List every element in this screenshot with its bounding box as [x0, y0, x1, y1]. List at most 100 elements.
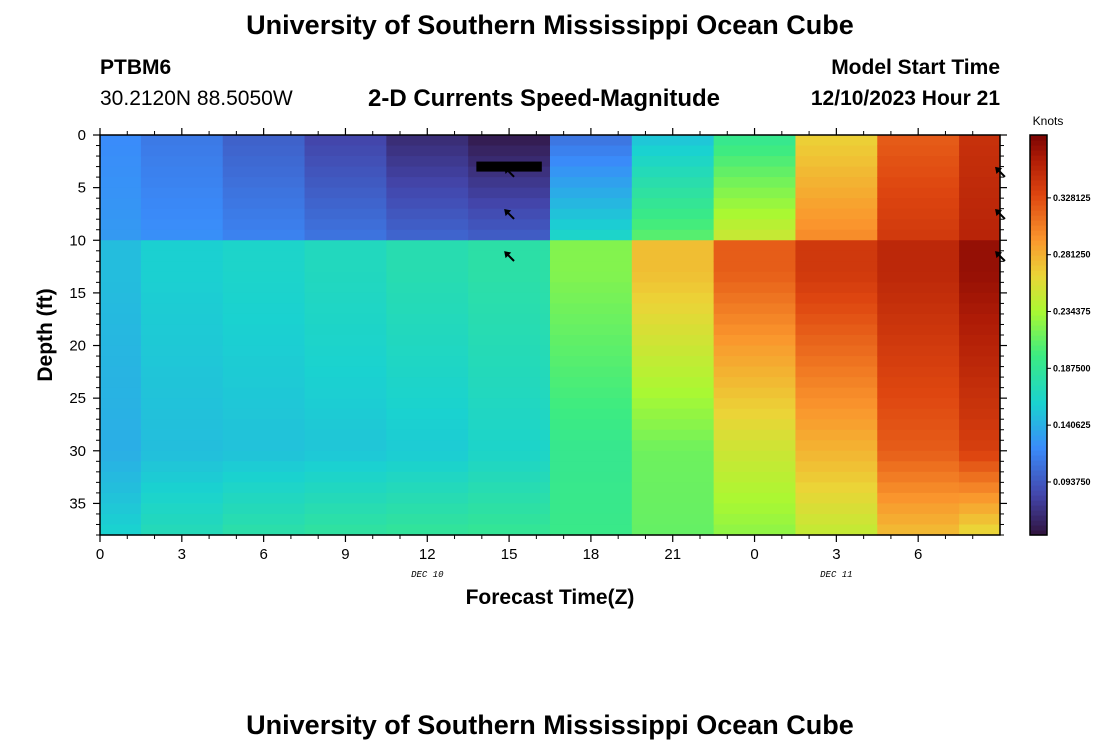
- y-tick-label-3: 15: [69, 285, 86, 302]
- heatmap-cell-h12-d14: [386, 282, 469, 294]
- colorbar-segment-7: [1030, 495, 1047, 501]
- heatmap-cell-h30-d36: [877, 513, 960, 526]
- heatmap-cell-h0-d16: [100, 303, 142, 315]
- heatmap-cell-h0-d25: [100, 398, 142, 410]
- heatmap-cell-h6-d31: [222, 461, 306, 473]
- heatmap-cell-h12-d1: [386, 145, 469, 157]
- heatmap-cell-h0-d18: [100, 324, 142, 336]
- heatmap-cell-h15-d28: [468, 429, 551, 441]
- heatmap-cell-h24-d3: [713, 166, 797, 178]
- heatmap-cell-h15-d1: [468, 145, 551, 157]
- heatmap-cell-h24-d4: [713, 177, 797, 189]
- heatmap-cell-h3-d3: [140, 166, 224, 178]
- heatmap-cell-h27-d31: [795, 461, 878, 473]
- heatmap-cell-h12-d25: [386, 398, 469, 410]
- heatmap-cell-h18-d0: [550, 135, 633, 147]
- heatmap-cell-h27-d6: [795, 198, 878, 210]
- heatmap-cell-h30-d0: [877, 135, 960, 147]
- heatmap-cell-h9-d29: [304, 440, 387, 452]
- heatmap-cell-h6-d10: [222, 240, 306, 252]
- x-tick-label-2: 6: [259, 546, 267, 563]
- heatmap-cell-h24-d6: [713, 198, 797, 210]
- heatmap-cell-h3-d30: [140, 450, 224, 462]
- heatmap-cell-h6-d11: [222, 250, 306, 262]
- heatmap-cell-h18-d16: [550, 303, 633, 315]
- colorbar-segment-13: [1030, 465, 1047, 471]
- heatmap-cell-h3-d23: [140, 377, 224, 389]
- y-tick-label-6: 30: [69, 443, 86, 460]
- heatmap-cell-h18-d34: [550, 492, 633, 505]
- heatmap-cell-h0-d19: [100, 335, 142, 347]
- heatmap-cell-h6-d34: [222, 492, 306, 505]
- heatmap-cell-h9-d36: [304, 513, 387, 526]
- heatmap-cell-h6-d1: [222, 145, 306, 157]
- heatmap-cell-h12-d11: [386, 250, 469, 262]
- heatmap-cell-h12-d36: [386, 513, 469, 526]
- heatmap-cell-h6-d5: [222, 187, 306, 199]
- heatmap-cell-h24-d13: [713, 271, 797, 283]
- colorbar-segment-58: [1030, 240, 1047, 246]
- heatmap-cell-h9-d30: [304, 450, 387, 462]
- heatmap-cell-h27-d22: [795, 366, 878, 378]
- heatmap-cell-h15-d21: [468, 356, 551, 368]
- heatmap-cell-h9-d5: [304, 187, 387, 199]
- heatmap-cell-h18-d7: [550, 208, 633, 220]
- heatmap-cell-h12-d7: [386, 208, 469, 220]
- heatmap-cell-h12-d23: [386, 377, 469, 389]
- colorbar-segment-74: [1030, 160, 1047, 166]
- heatmap-cell-h3-d12: [140, 261, 224, 273]
- heatmap-cell-h9-d9: [304, 229, 387, 241]
- axis-ticks: [93, 128, 1007, 542]
- heatmap-cell-h33-d3: [959, 166, 1001, 178]
- heatmap-cell-h24-d35: [713, 503, 797, 515]
- colorbar-segment-69: [1030, 185, 1047, 191]
- colorbar-segment-14: [1030, 460, 1047, 466]
- heatmap-cell-h9-d22: [304, 366, 387, 378]
- heatmap-cell-h3-d14: [140, 282, 224, 294]
- heatmap-cell-h9-d33: [304, 482, 387, 494]
- colorbar-segment-11: [1030, 475, 1047, 481]
- colorbar-tick-label-4: 0.140625: [1053, 420, 1091, 430]
- heatmap-cell-h18-d31: [550, 461, 633, 473]
- heatmap-cell-h6-d18: [222, 324, 306, 336]
- heatmap-cell-h18-d23: [550, 377, 633, 389]
- heatmap-cell-h18-d28: [550, 429, 633, 441]
- heatmap-cell-h24-d27: [713, 419, 797, 431]
- heatmap-cell-h24-d15: [713, 292, 797, 305]
- heatmap-cell-h3-d19: [140, 335, 224, 347]
- x-tick-label-4: 12: [419, 546, 436, 563]
- heatmap-cell-h12-d12: [386, 261, 469, 273]
- heatmap-cell-h9-d23: [304, 377, 387, 389]
- heatmap-cell-h0-d1: [100, 145, 142, 157]
- heatmap-cell-h3-d31: [140, 461, 224, 473]
- colorbar-segment-16: [1030, 450, 1047, 456]
- colorbar-segment-48: [1030, 290, 1047, 296]
- heatmap-cell-h33-d13: [959, 271, 1001, 283]
- heatmap-cell-h24-d1: [713, 145, 797, 157]
- heatmap-cell-h12-d35: [386, 503, 469, 515]
- heatmap-cell-h27-d16: [795, 303, 878, 315]
- heatmap-cell-h21-d12: [631, 261, 715, 273]
- heatmap-cell-h18-d19: [550, 335, 633, 347]
- heatmap-cell-h21-d22: [631, 366, 715, 378]
- heatmap-cell-h24-d28: [713, 429, 797, 441]
- heatmap-cell-h33-d17: [959, 313, 1001, 326]
- heatmap-cell-h12-d31: [386, 461, 469, 473]
- heatmap-cell-h27-d4: [795, 177, 878, 189]
- heatmap-cell-h21-d27: [631, 419, 715, 431]
- heatmap-cell-h15-d6: [468, 198, 551, 210]
- heatmap-cell-h15-d30: [468, 450, 551, 462]
- heatmap-cell-h21-d5: [631, 187, 715, 199]
- heatmap-cell-h9-d28: [304, 429, 387, 441]
- heatmap-cell-h3-d22: [140, 366, 224, 378]
- heatmap-cell-h15-d35: [468, 503, 551, 515]
- heatmap-cell-h21-d4: [631, 177, 715, 189]
- heatmap-cell-h27-d30: [795, 450, 878, 462]
- heatmap-cell-h12-d6: [386, 198, 469, 210]
- heatmap-cell-h12-d3: [386, 166, 469, 178]
- heatmap-cell-h15-d24: [468, 387, 551, 399]
- heatmap-cell-h12-d21: [386, 356, 469, 368]
- heatmap-cell-h30-d6: [877, 198, 960, 210]
- heatmap-cell-h6-d14: [222, 282, 306, 294]
